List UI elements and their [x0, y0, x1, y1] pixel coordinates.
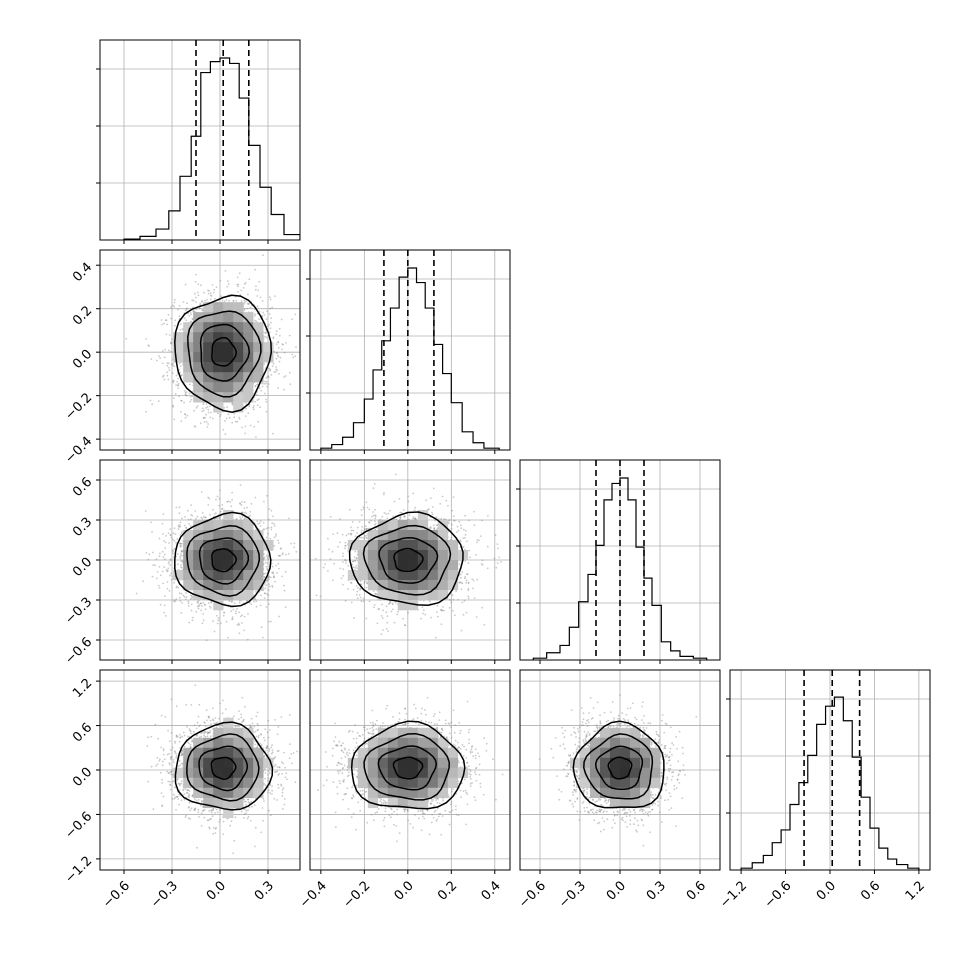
density-cells — [173, 717, 274, 819]
ytick-label-2: 0.0 — [70, 347, 95, 372]
contour-0 — [211, 336, 237, 367]
axes-frame — [729, 669, 931, 871]
ytick-label-1: −0.2 — [62, 390, 95, 423]
axes-frame — [99, 39, 301, 241]
ytick-label-2: 0.0 — [70, 555, 95, 580]
xtick-label-2: 0.0 — [604, 878, 629, 903]
histogram-panel-2 — [516, 459, 721, 664]
scatter-panel-3-1: −0.4 −0.2 0.0 0.2 0.4 — [297, 669, 511, 911]
histogram-step-0 — [123, 57, 300, 240]
ytick-label-2: 0.0 — [70, 765, 95, 790]
contour-3 — [174, 511, 272, 608]
histogram-panel-3: −1.2 −0.6 0.0 0.6 1.2 — [717, 669, 931, 911]
ytick-label-0: −0.6 — [62, 635, 95, 668]
contour-3 — [174, 294, 273, 413]
ytick-label-0: −1.2 — [62, 854, 95, 887]
xtick-label-4: 1.2 — [903, 878, 928, 903]
scatter-panel-2-0: −0.6 −0.3 0.0 0.3 0.6 — [62, 459, 301, 668]
contour-0 — [210, 756, 237, 780]
scatter-panel-3-0: −1.2−0.60.00.61.2−0.6 −0.3 0.0 0.3 — [62, 669, 301, 911]
axes-frame — [309, 459, 511, 661]
ytick-label-4: 1.2 — [70, 676, 95, 701]
contour-1 — [377, 745, 438, 791]
axes-frame — [519, 459, 721, 661]
xtick-label-3: 0.3 — [644, 878, 669, 903]
ytick-label-3: 0.3 — [70, 515, 95, 540]
contour-1 — [198, 745, 249, 792]
scatter-panel-2-1 — [309, 459, 511, 664]
histogram-panel-0 — [96, 39, 301, 244]
contour-2 — [186, 525, 261, 597]
contour-2 — [362, 524, 452, 596]
xtick-label-1: −0.3 — [556, 878, 589, 911]
contour-0 — [211, 548, 237, 573]
xtick-label-0: −0.6 — [516, 878, 549, 911]
contour-1 — [378, 536, 439, 584]
xtick-label-0: −0.6 — [100, 878, 133, 911]
xtick-label-2: 0.0 — [392, 878, 417, 903]
axes-frame — [99, 249, 301, 451]
histogram-step-1 — [320, 267, 500, 450]
ytick-label-1: −0.6 — [62, 809, 95, 842]
contour-2 — [363, 732, 450, 801]
xtick-label-0: −0.4 — [297, 878, 330, 911]
axes-frame — [99, 459, 301, 661]
xtick-label-4: 0.4 — [479, 878, 504, 903]
ytick-label-0: −0.4 — [62, 434, 95, 467]
contour-3 — [174, 721, 274, 811]
contour-3 — [350, 720, 466, 810]
histogram-panel-1 — [306, 249, 511, 454]
xtick-label-2: 0.0 — [204, 878, 229, 903]
contour-1 — [198, 537, 250, 585]
density-cells — [173, 302, 274, 413]
xtick-label-1: −0.6 — [762, 878, 795, 911]
contour-1 — [199, 323, 251, 382]
contour-0 — [392, 756, 424, 780]
xtick-label-3: 0.6 — [858, 878, 883, 903]
scatter-panel-1-0: −0.4 −0.2 0.0 0.2 0.4 — [62, 249, 301, 467]
ytick-label-1: −0.3 — [62, 595, 95, 628]
ytick-label-4: 0.4 — [70, 260, 95, 285]
axes-frame — [99, 669, 301, 871]
axes-frame — [309, 249, 511, 451]
ytick-label-3: 0.6 — [70, 720, 95, 745]
contour-2 — [186, 733, 260, 802]
histogram-step-3 — [740, 696, 920, 870]
xtick-label-4: 0.6 — [684, 878, 709, 903]
xtick-label-2: 0.0 — [814, 878, 839, 903]
contour-2 — [187, 310, 262, 398]
contour-0 — [607, 756, 633, 780]
xtick-label-1: −0.2 — [340, 878, 373, 911]
axes-frame — [519, 669, 721, 871]
scatter-panel-3-2: −0.6 −0.3 0.0 0.3 0.6 — [516, 669, 721, 911]
xtick-label-1: −0.3 — [148, 878, 181, 911]
contour-0 — [393, 547, 424, 572]
axes-frame — [309, 669, 511, 871]
ytick-label-3: 0.2 — [70, 303, 95, 328]
contour-2 — [583, 733, 654, 800]
ytick-label-4: 0.6 — [70, 475, 95, 500]
contour-3 — [572, 720, 665, 809]
xtick-label-3: 0.2 — [435, 878, 460, 903]
contour-3 — [348, 511, 464, 606]
contour-1 — [594, 745, 644, 790]
xtick-label-3: 0.3 — [252, 878, 277, 903]
density-cells — [347, 727, 469, 809]
xtick-label-0: −1.2 — [717, 878, 750, 911]
